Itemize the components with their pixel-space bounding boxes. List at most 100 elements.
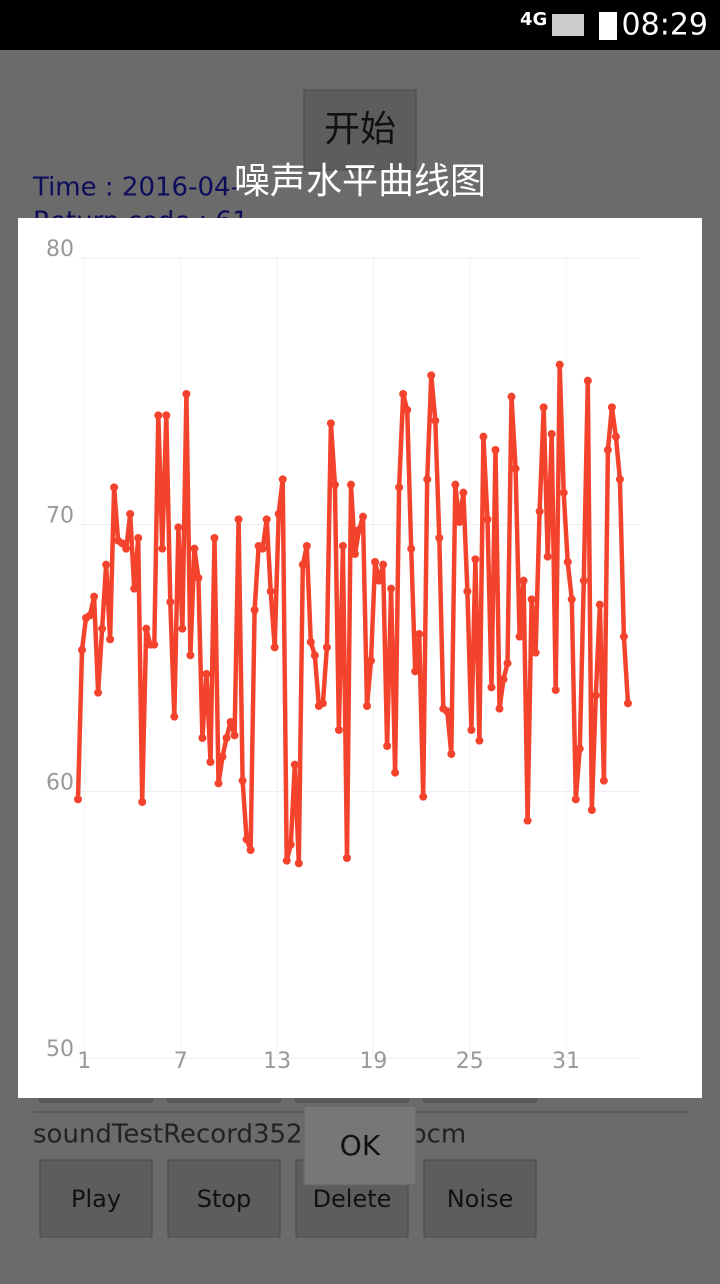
point [142,624,151,633]
point [338,542,347,550]
point [206,758,215,766]
point [330,480,339,489]
point [547,430,556,438]
point [102,560,111,569]
point [86,611,95,620]
point [90,592,99,601]
point [122,544,131,553]
point [326,419,335,428]
point [363,702,372,710]
button[interactable] [39,1159,153,1238]
point [423,475,432,484]
point [258,544,267,553]
point [467,726,476,734]
point [419,792,428,801]
point [98,624,107,633]
point [350,550,359,558]
point [318,699,327,708]
y-tick-label: 80 [46,237,74,262]
point [94,688,103,697]
point [346,480,355,489]
point [503,659,512,668]
x-tick-label: 25 [456,1049,484,1074]
point [310,651,319,660]
point [106,635,115,644]
point [383,742,392,750]
point [607,403,616,412]
point [178,624,187,633]
point [230,731,239,740]
x-tick-label: 19 [359,1049,387,1074]
y-tick-label: 70 [46,504,74,529]
point [507,392,516,401]
point [431,416,440,425]
point [342,854,351,862]
point [435,534,444,542]
point [250,606,259,614]
point [443,707,452,716]
point [527,595,536,604]
point [194,574,203,582]
point [563,558,572,566]
point [459,488,468,497]
point [375,576,384,585]
point [415,630,424,638]
point [499,675,508,684]
point [262,515,271,524]
point [126,510,135,518]
dialog-title: 噪声水平曲线图 [234,161,486,202]
point [603,446,612,454]
point [447,750,456,758]
point [455,518,464,526]
point [130,584,139,593]
point [411,667,420,676]
point [110,483,119,492]
point [523,816,532,825]
button[interactable] [167,1159,281,1238]
x-tick-label: 31 [552,1049,580,1074]
point [242,835,251,844]
point [475,736,484,745]
point [623,699,632,708]
point [575,744,584,753]
point [487,683,496,692]
point [551,686,560,694]
point [427,371,436,380]
point [186,651,195,660]
point [379,560,388,569]
point [619,632,628,641]
point [278,475,287,484]
point [150,640,159,649]
point [174,523,183,532]
battery-icon [599,12,617,40]
point [334,726,343,734]
point [286,840,295,849]
point [226,718,235,726]
point [134,534,143,542]
start-button[interactable] [303,89,417,171]
point [479,432,488,441]
point [387,584,396,593]
point [218,752,227,761]
button[interactable] [423,1159,537,1238]
point [491,446,500,454]
clock: 08:29 [622,8,708,43]
point [182,390,191,398]
ok-button[interactable] [303,1105,417,1186]
point [298,560,307,569]
point [579,576,588,585]
point [599,776,608,785]
point [407,544,416,553]
point [515,632,524,641]
point [615,475,624,484]
line [75,362,631,866]
point [290,760,299,769]
point [294,859,303,868]
point [471,555,480,564]
point [463,587,472,596]
point [78,646,87,654]
point [355,526,363,534]
point [451,480,460,489]
point [539,403,548,412]
